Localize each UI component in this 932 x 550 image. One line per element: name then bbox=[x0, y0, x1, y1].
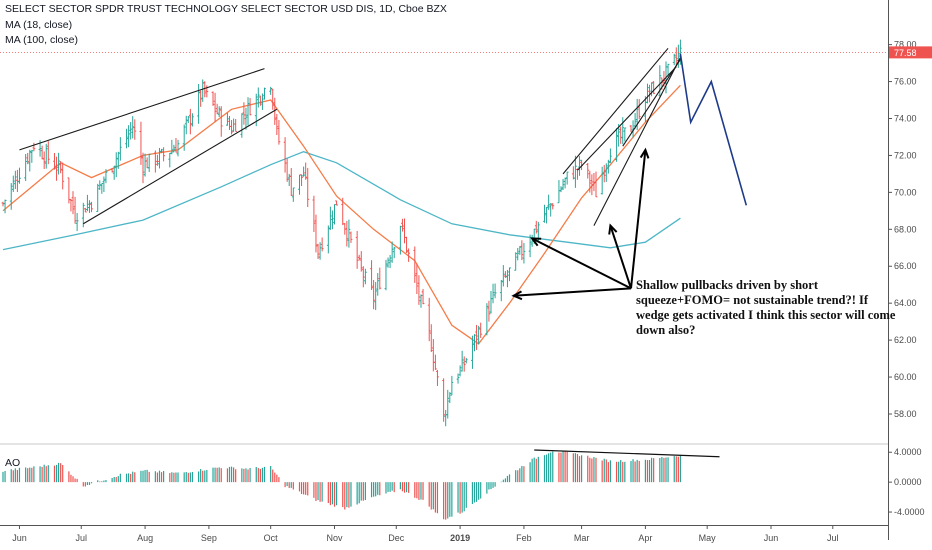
time-tick-label: 2019 bbox=[450, 533, 470, 543]
time-tick-label: Oct bbox=[264, 533, 279, 543]
trendline bbox=[622, 59, 681, 147]
time-tick-label: Apr bbox=[638, 533, 652, 543]
price-tick-label: 74.00 bbox=[894, 113, 917, 123]
price-tick-label: 62.00 bbox=[894, 335, 917, 345]
time-tick-label: Nov bbox=[326, 533, 343, 543]
ma-100-label: MA (100, close) bbox=[5, 34, 78, 46]
time-tick-label: Feb bbox=[516, 533, 532, 543]
arrow-head bbox=[511, 290, 523, 301]
last-price-tag bbox=[889, 46, 932, 59]
price-tick-label: 72.00 bbox=[894, 150, 917, 160]
annotation-text: Shallow pullbacks driven by short squeez… bbox=[636, 278, 896, 337]
ao-histogram bbox=[2, 451, 682, 520]
price-tick-label: 66.00 bbox=[894, 261, 917, 271]
time-tick-label: Jul bbox=[75, 533, 87, 543]
ma-18-label: MA (18, close) bbox=[5, 19, 73, 31]
ao-tick-label: -4.0000 bbox=[894, 507, 925, 517]
ao-tick-label: 0.0000 bbox=[894, 477, 922, 487]
last-price-value: 77.58 bbox=[894, 48, 917, 58]
price-tick-label: 60.00 bbox=[894, 372, 917, 382]
time-tick-label: May bbox=[699, 533, 717, 543]
price-tick-label: 70.00 bbox=[894, 187, 917, 197]
time-tick-label: Dec bbox=[388, 533, 405, 543]
arrow-shaft bbox=[630, 149, 647, 289]
arrow-shaft bbox=[609, 225, 632, 289]
trendline bbox=[562, 47, 669, 175]
ao-divergence-line bbox=[534, 449, 720, 458]
ao-tick-label: 4.0000 bbox=[894, 447, 922, 457]
price-tick-label: 58.00 bbox=[894, 409, 917, 419]
time-tick-label: Jun bbox=[764, 533, 779, 543]
ma-100-line bbox=[2, 151, 681, 251]
chart-title: SELECT SECTOR SPDR TRUST TECHNOLOGY SELE… bbox=[5, 3, 447, 15]
trendlines bbox=[19, 47, 681, 226]
annotation-arrows bbox=[511, 147, 650, 301]
arrow-head bbox=[608, 223, 618, 235]
arrow-shaft bbox=[513, 287, 632, 297]
projection-line bbox=[679, 53, 748, 206]
arrow-head bbox=[530, 237, 542, 247]
arrow-shaft bbox=[531, 237, 632, 290]
time-tick-label: Sep bbox=[201, 533, 217, 543]
trendline bbox=[83, 108, 278, 225]
ma-100-path bbox=[2, 151, 681, 251]
time-tick-label: Aug bbox=[137, 533, 153, 543]
trendline bbox=[593, 57, 681, 226]
price-tick-label: 68.00 bbox=[894, 224, 917, 234]
time-tick-label: Jun bbox=[12, 533, 27, 543]
axes: 58.00 60.00 62.00 64.00 66.00 68.00 70.00 72.00… bbox=[0, 40, 932, 543]
price-tick-label: 64.00 bbox=[894, 298, 917, 308]
trendline bbox=[19, 68, 265, 151]
price-candles bbox=[1, 39, 682, 427]
price-tick-label: 78.00 bbox=[894, 40, 917, 50]
ao-trendline bbox=[534, 449, 720, 458]
ao-label: AO bbox=[5, 457, 21, 469]
projection-path bbox=[679, 53, 748, 206]
price-tick-label: 76.00 bbox=[894, 77, 917, 87]
time-tick-label: Jul bbox=[827, 533, 839, 543]
time-tick-label: Mar bbox=[574, 533, 590, 543]
arrow-head bbox=[639, 147, 650, 159]
trendline bbox=[577, 66, 677, 171]
